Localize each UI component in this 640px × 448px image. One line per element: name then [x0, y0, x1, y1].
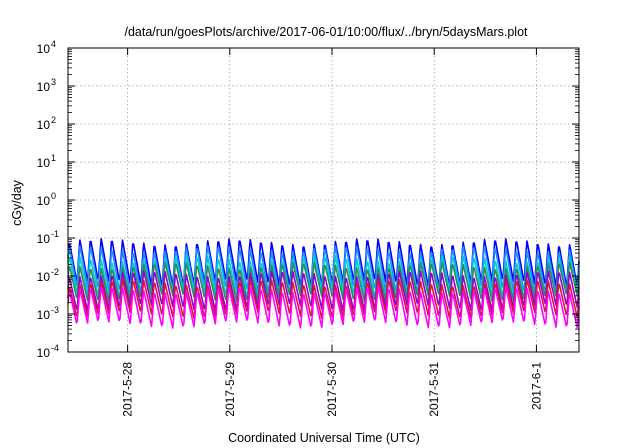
y-tick-exponent: 1 [51, 153, 56, 163]
chart-title: /data/run/goesPlots/archive/2017-06-01/1… [124, 25, 528, 39]
y-tick-exponent: 0 [51, 191, 56, 201]
x-axis-label: Coordinated Universal Time (UTC) [228, 431, 420, 445]
y-tick-exponent: 4 [51, 39, 56, 49]
series-line [67, 286, 580, 329]
y-tick-exponent: -1 [51, 229, 59, 239]
y-axis-label: cGy/day [10, 179, 24, 226]
x-tick-label: 2017-5-30 [325, 362, 339, 417]
y-tick-label: 10 [37, 346, 51, 360]
y-tick-exponent: 2 [51, 115, 56, 125]
series-layer [67, 238, 580, 329]
y-tick-exponent: -4 [51, 343, 59, 353]
x-tick-label: 2017-5-28 [121, 362, 135, 417]
y-tick-label: 10 [37, 308, 51, 322]
frame-layer [67, 47, 580, 353]
y-tick-exponent: 3 [51, 77, 56, 87]
y-tick-label: 10 [37, 270, 51, 284]
x-tick-label: 2017-6-1 [529, 362, 543, 410]
x-tick-label: 2017-5-31 [427, 362, 441, 417]
y-tick-label: 10 [37, 118, 51, 132]
y-tick-label: 10 [37, 42, 51, 56]
y-tick-label: 10 [37, 156, 51, 170]
y-tick-exponent: -3 [51, 305, 59, 315]
x-tick-labels: 2017-5-28 2017-5-29 2017-5-30 2017-5-31 2017… [121, 362, 544, 417]
y-tick-exponent: -2 [51, 267, 59, 277]
y-tick-label: 10 [37, 232, 51, 246]
y-tick-label: 10 [37, 80, 51, 94]
x-tick-label: 2017-5-29 [223, 362, 237, 417]
y-tick-label: 10 [37, 194, 51, 208]
plot-frame [67, 47, 580, 353]
